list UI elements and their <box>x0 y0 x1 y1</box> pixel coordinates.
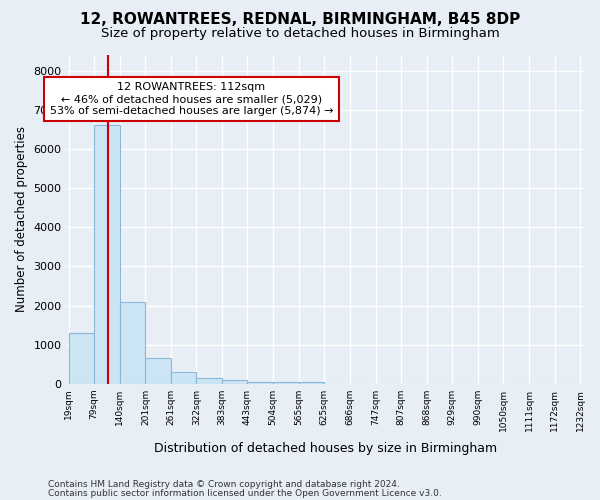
Bar <box>222 380 247 384</box>
Text: 12 ROWANTREES: 112sqm
← 46% of detached houses are smaller (5,029)
53% of semi-d: 12 ROWANTREES: 112sqm ← 46% of detached … <box>50 82 333 116</box>
Bar <box>145 358 170 384</box>
Bar <box>119 302 145 384</box>
Bar <box>196 378 222 384</box>
Text: Contains HM Land Registry data © Crown copyright and database right 2024.: Contains HM Land Registry data © Crown c… <box>48 480 400 489</box>
Bar <box>299 382 324 384</box>
Bar <box>94 126 119 384</box>
Bar <box>273 382 299 384</box>
Bar <box>68 333 94 384</box>
Bar <box>247 382 273 384</box>
Text: Size of property relative to detached houses in Birmingham: Size of property relative to detached ho… <box>101 28 499 40</box>
Text: 12, ROWANTREES, REDNAL, BIRMINGHAM, B45 8DP: 12, ROWANTREES, REDNAL, BIRMINGHAM, B45 … <box>80 12 520 28</box>
X-axis label: Distribution of detached houses by size in Birmingham: Distribution of detached houses by size … <box>154 442 497 455</box>
Bar <box>170 372 196 384</box>
Text: Contains public sector information licensed under the Open Government Licence v3: Contains public sector information licen… <box>48 489 442 498</box>
Y-axis label: Number of detached properties: Number of detached properties <box>15 126 28 312</box>
